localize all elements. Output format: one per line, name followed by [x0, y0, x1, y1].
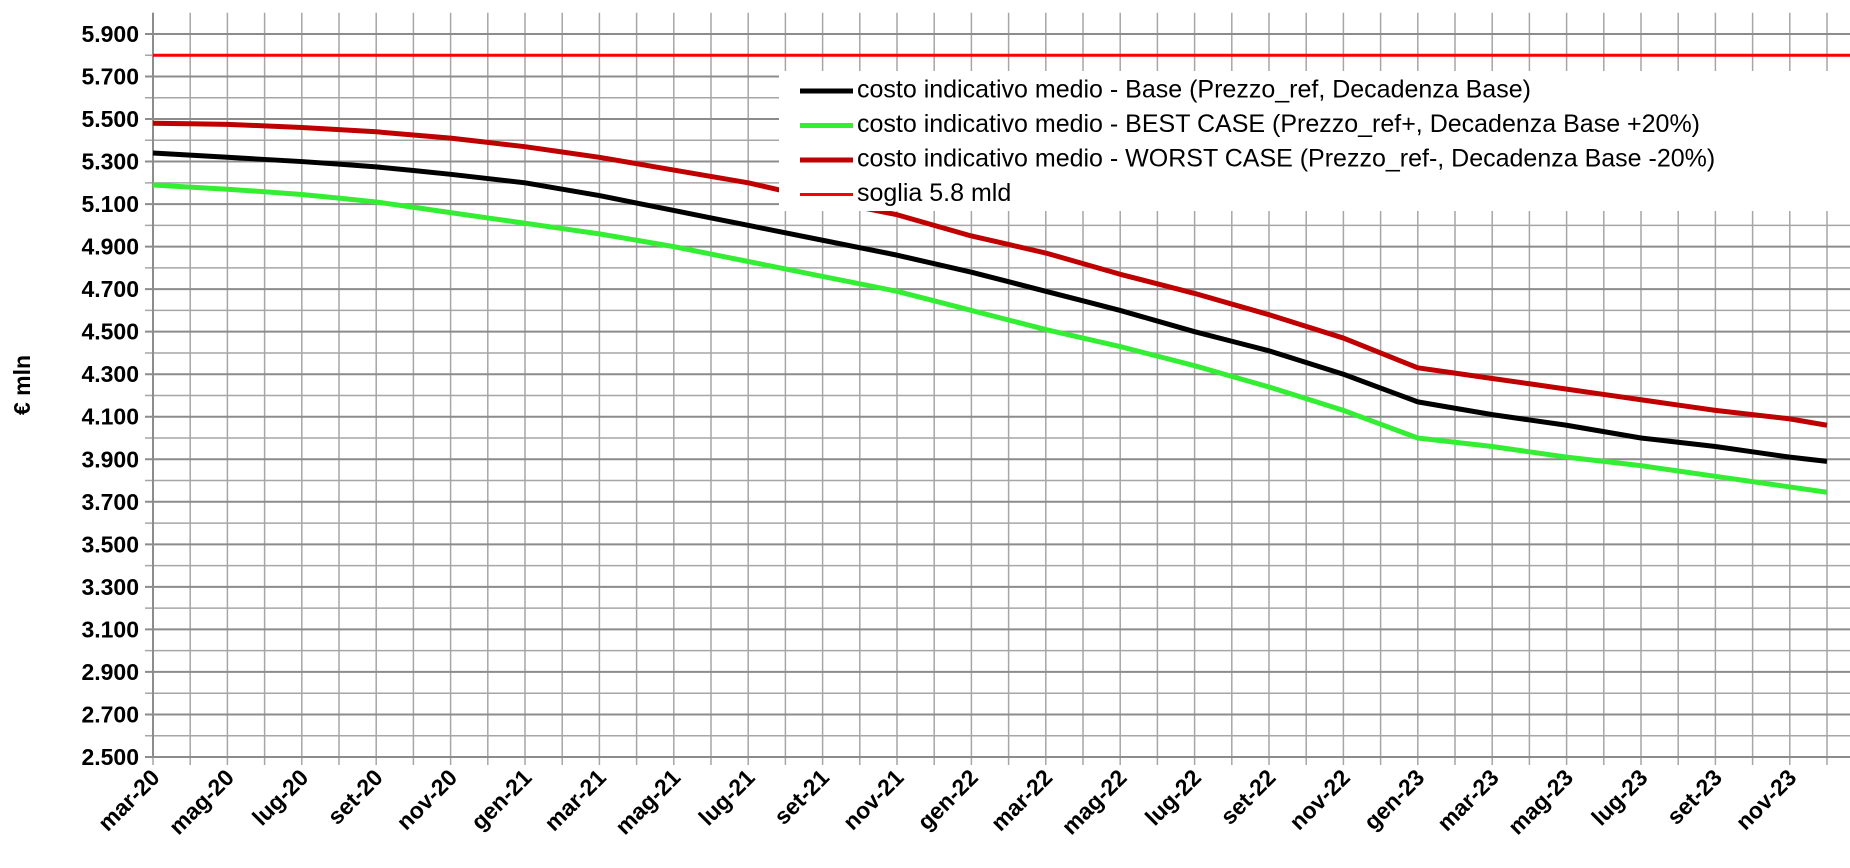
x-tick-label: lug-20: [247, 764, 313, 830]
x-tick-label: nov-20: [391, 764, 462, 835]
series-line: [152, 120, 1828, 428]
y-tick-label: 4.500: [81, 319, 139, 345]
y-tick-label: 2.500: [81, 744, 139, 770]
y-tick-label: 3.700: [81, 489, 139, 515]
x-tick-label: gen-23: [1359, 764, 1430, 835]
y-tick-label: 5.300: [81, 149, 139, 175]
x-tick-label: mag-22: [1056, 764, 1131, 839]
x-tick-label: gen-22: [912, 764, 983, 835]
x-tick-label: mag-21: [610, 764, 685, 839]
y-tick-label: 5.100: [81, 191, 139, 217]
y-tick-label: 5.900: [81, 21, 139, 47]
legend-label: soglia 5.8 mld: [857, 179, 1011, 207]
x-tick-label: mag-23: [1503, 764, 1578, 839]
y-tick-label: 3.900: [81, 446, 139, 472]
x-tick-label: nov-23: [1731, 764, 1802, 835]
legend-label: costo indicativo medio - WORST CASE (Pre…: [857, 145, 1715, 173]
y-tick-label: 5.500: [81, 106, 139, 132]
y-axis-label: € mln: [9, 355, 35, 415]
y-tick-label: 4.700: [81, 276, 139, 302]
x-tick-label: mag-20: [164, 764, 239, 839]
y-tick-label: 2.700: [81, 701, 139, 727]
legend-label: costo indicativo medio - BEST CASE (Prez…: [857, 110, 1700, 138]
x-tick-label: set-20: [322, 764, 387, 829]
y-tick-label: 3.100: [81, 616, 139, 642]
x-tick-label: set-21: [769, 764, 835, 830]
y-tick-label: 2.900: [81, 659, 139, 685]
y-tick-label: 5.700: [81, 63, 139, 89]
x-tick-label: mar-20: [93, 764, 165, 836]
series-line: [152, 150, 1828, 464]
x-tick-label: lug-22: [1140, 764, 1206, 830]
x-tick-label: mar-21: [539, 764, 611, 836]
x-tick-label: set-23: [1662, 764, 1727, 829]
x-tick-label: lug-21: [693, 764, 759, 830]
y-tick-label: 4.300: [81, 361, 139, 387]
x-tick-label: mar-22: [986, 764, 1058, 836]
x-tick-label: lug-23: [1586, 764, 1652, 830]
series-line: [152, 182, 1828, 495]
legend-label: costo indicativo medio - Base (Prezzo_re…: [857, 76, 1531, 104]
y-tick-label: 4.100: [81, 404, 139, 430]
y-tick-label: 3.500: [81, 531, 139, 557]
x-tick-label: set-22: [1215, 764, 1280, 829]
x-tick-label: nov-22: [1284, 764, 1355, 835]
legend-box: [779, 71, 1850, 211]
x-tick-label: mar-23: [1432, 764, 1504, 836]
y-tick-label: 4.900: [81, 234, 139, 260]
x-tick-label: nov-21: [838, 764, 909, 835]
x-tick-label: gen-21: [466, 764, 537, 835]
y-tick-label: 3.300: [81, 574, 139, 600]
